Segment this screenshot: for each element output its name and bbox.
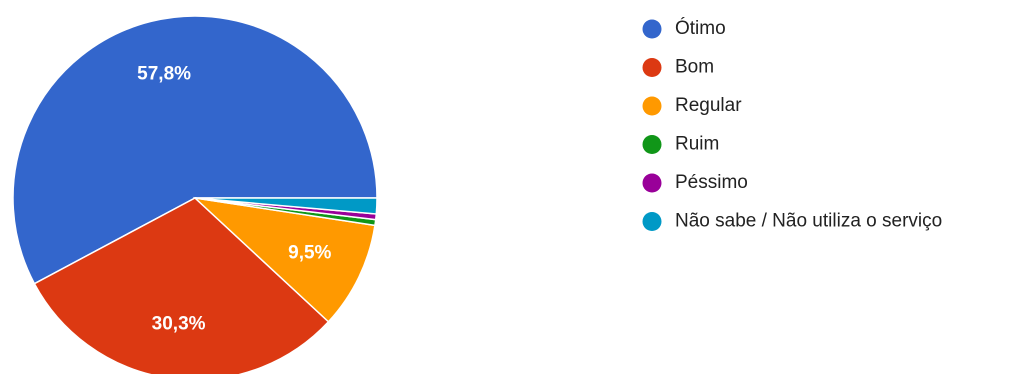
pie-slice-bom[interactable]	[33, 197, 330, 374]
legend-item-bom[interactable]: Bom	[642, 57, 715, 78]
legend-item-pessimo[interactable]: Péssimo	[642, 172, 748, 193]
pie-slice-nao-sabe-nao-utiliza-o-servico[interactable]	[194, 197, 378, 215]
slice-label-regular: 9,5%	[288, 242, 331, 263]
legend-marker-bom	[642, 58, 662, 77]
slice-label-otimo: 57,8%	[137, 63, 191, 84]
legend-label-bom: Bom	[675, 57, 714, 78]
legend-marker-nao-sabe-nao-utiliza-o-servico	[642, 212, 662, 231]
pie-slice-labels: 57,8% 30,3% 9,5%	[137, 63, 331, 334]
legend-marker-regular	[642, 96, 662, 116]
legend-marker-pessimo	[642, 173, 662, 193]
legend-marker-ruim	[642, 135, 662, 154]
slice-label-bom: 30,3%	[152, 313, 206, 334]
legend-label-ruim: Ruim	[675, 134, 719, 155]
pie-slice-regular[interactable]	[192, 196, 376, 323]
legend-item-ruim[interactable]: Ruim	[642, 134, 720, 155]
legend-label-pessimo: Péssimo	[675, 172, 748, 193]
legend-marker-otimo	[642, 19, 662, 39]
pie-slice-otimo[interactable]	[12, 15, 378, 285]
pie-slices	[12, 15, 378, 374]
legend-label-regular: Regular	[675, 95, 742, 116]
legend-item-nao-sabe-nao-utiliza-o-servico[interactable]: Não sabe / Não utiliza o serviço	[642, 211, 943, 232]
legend-item-otimo[interactable]: Ótimo	[642, 17, 726, 39]
legend-item-regular[interactable]: Regular	[642, 95, 743, 116]
legend: Ótimo Bom Regular Ruim Péssimo Não sabe / Não…	[642, 17, 943, 232]
legend-label-otimo: Ótimo	[675, 17, 726, 39]
legend-label-nao-sabe-nao-utiliza-o-servico: Não sabe / Não utiliza o serviço	[675, 211, 942, 232]
